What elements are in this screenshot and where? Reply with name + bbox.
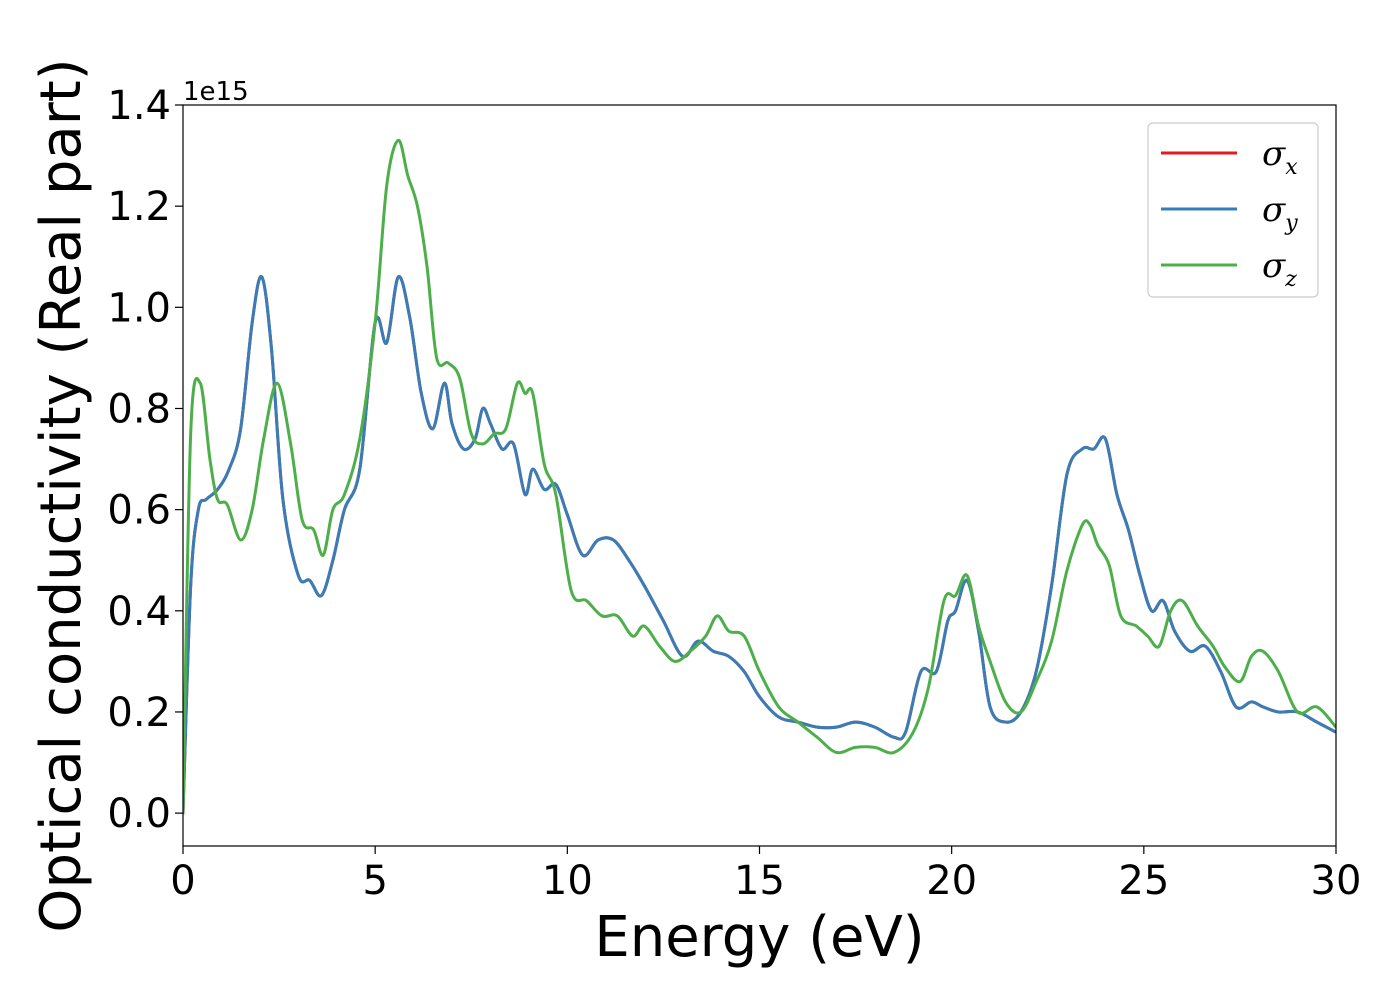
ticks-layer: 0 5 10 15 20 25 30 0.0 0.2 0.4 0.6 0.8 1.0 1.2 1.4 [107,83,1361,904]
y-tick-label: 0.4 [107,589,171,635]
x-tick-label: 0 [170,858,195,904]
y-tick-label: 0.6 [107,488,171,534]
series-line-sigma-x [183,275,1336,815]
legend-label-sigma-x: σx [1262,134,1298,180]
x-tick-label: 20 [926,858,977,904]
y-tick-label: 0.8 [107,386,171,432]
x-tick-label: 30 [1311,858,1362,904]
x-tick-label: 5 [362,858,387,904]
x-tick-label: 25 [1118,858,1169,904]
y-axis-label: Optical conductivity (Real part) [29,58,94,932]
x-axis-label: Energy (eV) [594,905,924,970]
series-line-sigma-z [183,138,1336,815]
y-tick-label: 0.2 [107,690,171,736]
x-tick-label: 15 [734,858,785,904]
y-tick-label: 0.0 [107,791,171,837]
y-tick-label: 1.4 [107,83,171,129]
series-line-sigma-y [183,275,1336,815]
x-tick-label: 10 [542,858,593,904]
y-axis-offset-label: 1e15 [183,77,249,107]
legend-label-sigma-y: σy [1262,190,1298,236]
y-tick-label: 1.0 [107,285,171,331]
series-layer [183,138,1336,815]
y-tick-label: 1.2 [107,184,171,230]
